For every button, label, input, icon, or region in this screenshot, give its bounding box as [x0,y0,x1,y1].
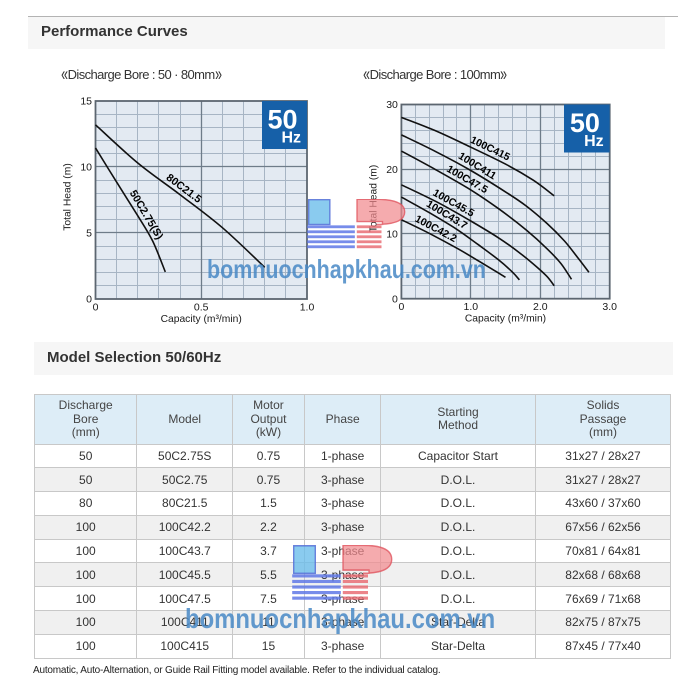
svg-text:Hz: Hz [584,133,604,150]
svg-text:0: 0 [392,293,398,305]
svg-text:Total Head (m): Total Head (m) [63,163,74,231]
svg-text:0: 0 [398,301,404,313]
svg-text:50: 50 [267,105,297,135]
svg-text:20: 20 [386,164,398,176]
svg-text:5: 5 [86,228,92,240]
svg-text:10: 10 [80,162,92,174]
svg-text:50: 50 [570,108,600,138]
svg-text:Hz: Hz [281,130,301,147]
svg-text:Capacity (m³/min): Capacity (m³/min) [161,314,242,325]
svg-text:10: 10 [386,229,398,241]
svg-text:0: 0 [93,302,99,314]
svg-text:Capacity (m³/min): Capacity (m³/min) [465,314,546,325]
svg-text:0: 0 [86,294,92,306]
svg-text:Total Head (m): Total Head (m) [369,165,380,233]
svg-text:0.5: 0.5 [194,302,209,314]
svg-text:1.0: 1.0 [463,301,478,313]
svg-text:2.0: 2.0 [533,301,548,313]
svg-text:30: 30 [386,99,398,111]
svg-text:1.0: 1.0 [300,302,315,314]
svg-text:15: 15 [80,96,92,108]
svg-text:3.0: 3.0 [602,301,617,313]
